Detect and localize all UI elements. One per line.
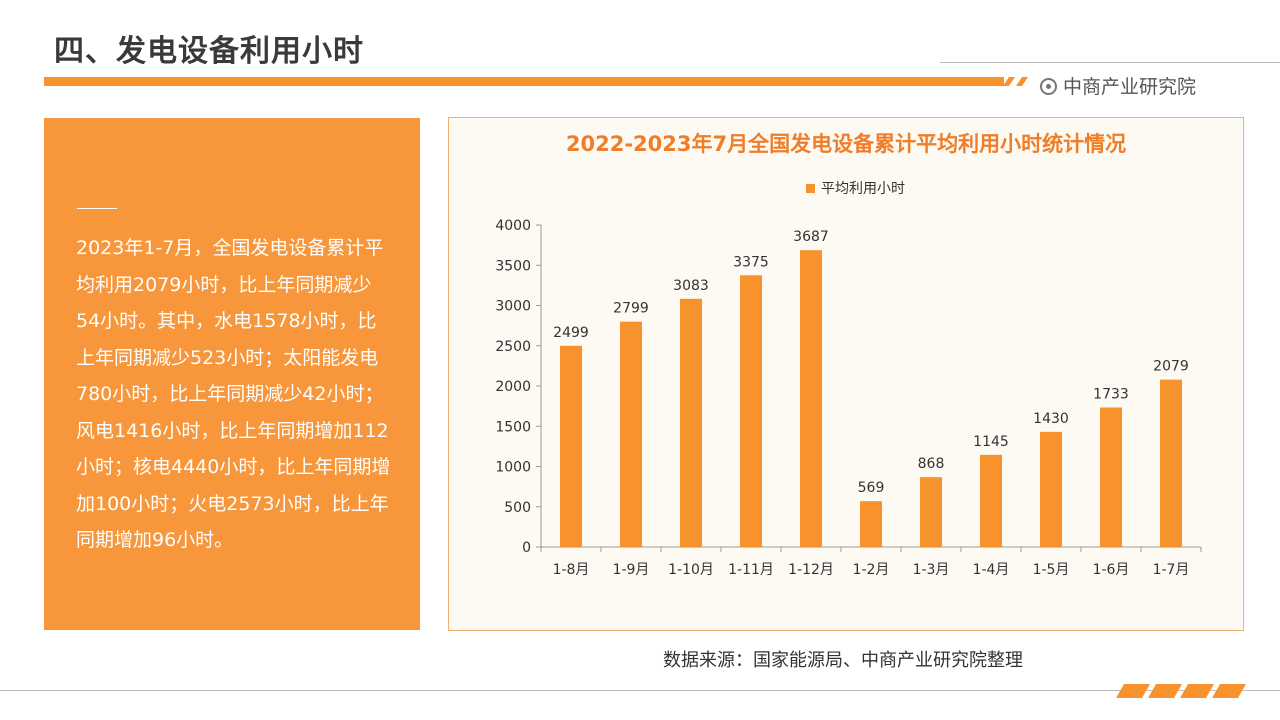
header-divider bbox=[940, 62, 1280, 63]
brand-name: 中商产业研究院 bbox=[1063, 76, 1197, 98]
summary-divider bbox=[77, 208, 117, 209]
legend-swatch bbox=[806, 184, 815, 193]
footer-stripe-decoration bbox=[1116, 684, 1246, 698]
footer-divider bbox=[0, 690, 1280, 691]
data-source-note: 数据来源：国家能源局、中商产业研究院整理 bbox=[663, 650, 1023, 671]
chart-title: 2022-2023年7月全国发电设备累计平均利用小时统计情况 bbox=[565, 132, 1127, 156]
legend-label: 平均利用小时 bbox=[821, 181, 905, 197]
brand-logo-icon bbox=[1040, 78, 1057, 95]
chart-legend: 平均利用小时 bbox=[806, 178, 905, 198]
title-underline bbox=[44, 77, 1004, 86]
brand-label: 中商产业研究院 bbox=[1040, 72, 1196, 99]
summary-text: 2023年1-7月，全国发电设备累计平均利用2079小时，比上年同期减少54小时… bbox=[76, 237, 391, 551]
title-underline-slash-decoration bbox=[1003, 77, 1028, 86]
summary-panel: 2023年1-7月，全国发电设备累计平均利用2079小时，比上年同期减少54小时… bbox=[44, 118, 420, 630]
page-title: 四、发电设备利用小时 bbox=[54, 34, 364, 69]
